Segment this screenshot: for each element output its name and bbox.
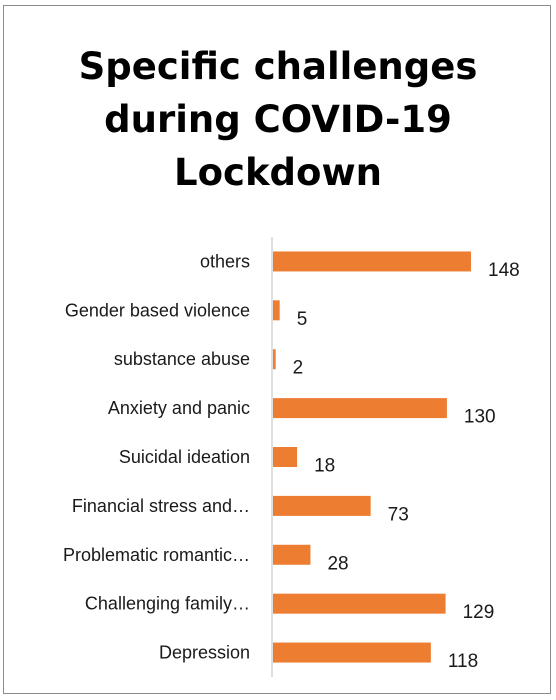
bar: [273, 300, 280, 321]
bar: [273, 495, 371, 516]
chart-title: Specific challenges during COVID-19 Lock…: [0, 40, 556, 199]
category-label: Challenging family…: [85, 594, 250, 614]
category-label: Depression: [159, 643, 250, 663]
chart-title-line-1: Specific challenges: [78, 45, 478, 88]
category-label: Gender based violence: [65, 300, 250, 320]
bar: [273, 251, 471, 272]
data-label: 73: [388, 504, 409, 525]
category-label: Financial stress and…: [72, 496, 250, 516]
bar: [273, 544, 311, 565]
category-label: Problematic romantic…: [63, 545, 250, 565]
bar: [273, 593, 446, 614]
bar: [273, 642, 431, 663]
data-label: 148: [488, 260, 520, 281]
bar: [273, 447, 298, 467]
data-label: 129: [463, 602, 495, 623]
data-label: 28: [327, 553, 348, 574]
bar: [273, 398, 447, 419]
chart-title-line-3: Lockdown: [174, 151, 382, 194]
category-label: Anxiety and panic: [108, 398, 250, 418]
category-label: others: [200, 251, 250, 271]
category-label: Suicidal ideation: [119, 447, 250, 467]
data-label: 2: [293, 358, 304, 379]
data-label: 130: [464, 407, 496, 428]
category-label: substance abuse: [114, 349, 250, 369]
bar: [273, 349, 276, 370]
chart-title-line-2: during COVID-19: [104, 98, 452, 141]
data-label: 5: [297, 309, 308, 330]
data-label: 18: [314, 456, 335, 477]
data-label: 118: [448, 651, 478, 672]
chart-frame: [3, 5, 551, 694]
